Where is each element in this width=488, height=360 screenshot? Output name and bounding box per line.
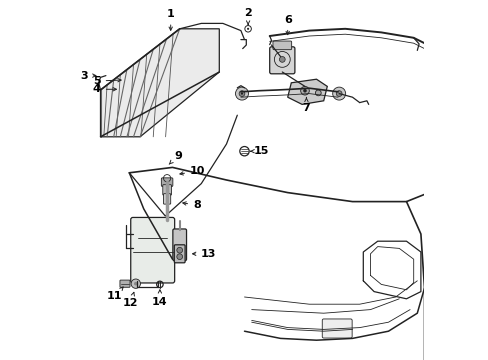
- Text: 7: 7: [302, 98, 310, 113]
- FancyBboxPatch shape: [322, 319, 351, 338]
- Circle shape: [279, 57, 285, 62]
- Text: 12: 12: [122, 292, 138, 308]
- Circle shape: [336, 91, 342, 96]
- FancyBboxPatch shape: [120, 280, 130, 287]
- Text: 4: 4: [93, 84, 116, 94]
- Circle shape: [300, 86, 309, 95]
- FancyBboxPatch shape: [174, 245, 185, 263]
- Text: 10: 10: [180, 166, 205, 176]
- Text: 8: 8: [183, 200, 201, 210]
- Text: 2: 2: [244, 8, 251, 24]
- Circle shape: [332, 87, 345, 100]
- Circle shape: [131, 279, 140, 288]
- Polygon shape: [101, 29, 219, 137]
- Text: 1: 1: [166, 9, 174, 30]
- FancyBboxPatch shape: [272, 41, 291, 50]
- Circle shape: [303, 89, 306, 93]
- Text: 6: 6: [283, 15, 291, 35]
- Text: 9: 9: [169, 150, 182, 164]
- FancyBboxPatch shape: [130, 217, 174, 283]
- Circle shape: [177, 254, 182, 260]
- Circle shape: [239, 91, 244, 96]
- Text: 13: 13: [192, 249, 216, 259]
- Text: 14: 14: [152, 290, 167, 307]
- FancyBboxPatch shape: [172, 229, 186, 261]
- Circle shape: [177, 247, 182, 253]
- Text: 15: 15: [250, 146, 269, 156]
- Circle shape: [246, 28, 249, 30]
- Polygon shape: [287, 79, 326, 104]
- Text: 3: 3: [81, 71, 96, 81]
- FancyBboxPatch shape: [163, 185, 171, 195]
- Circle shape: [315, 90, 321, 96]
- FancyBboxPatch shape: [269, 47, 294, 74]
- Circle shape: [134, 282, 137, 285]
- Text: 11: 11: [107, 287, 123, 301]
- Circle shape: [241, 93, 243, 95]
- Text: 5: 5: [93, 76, 121, 86]
- FancyBboxPatch shape: [163, 194, 170, 204]
- Circle shape: [235, 87, 248, 100]
- FancyBboxPatch shape: [161, 178, 172, 186]
